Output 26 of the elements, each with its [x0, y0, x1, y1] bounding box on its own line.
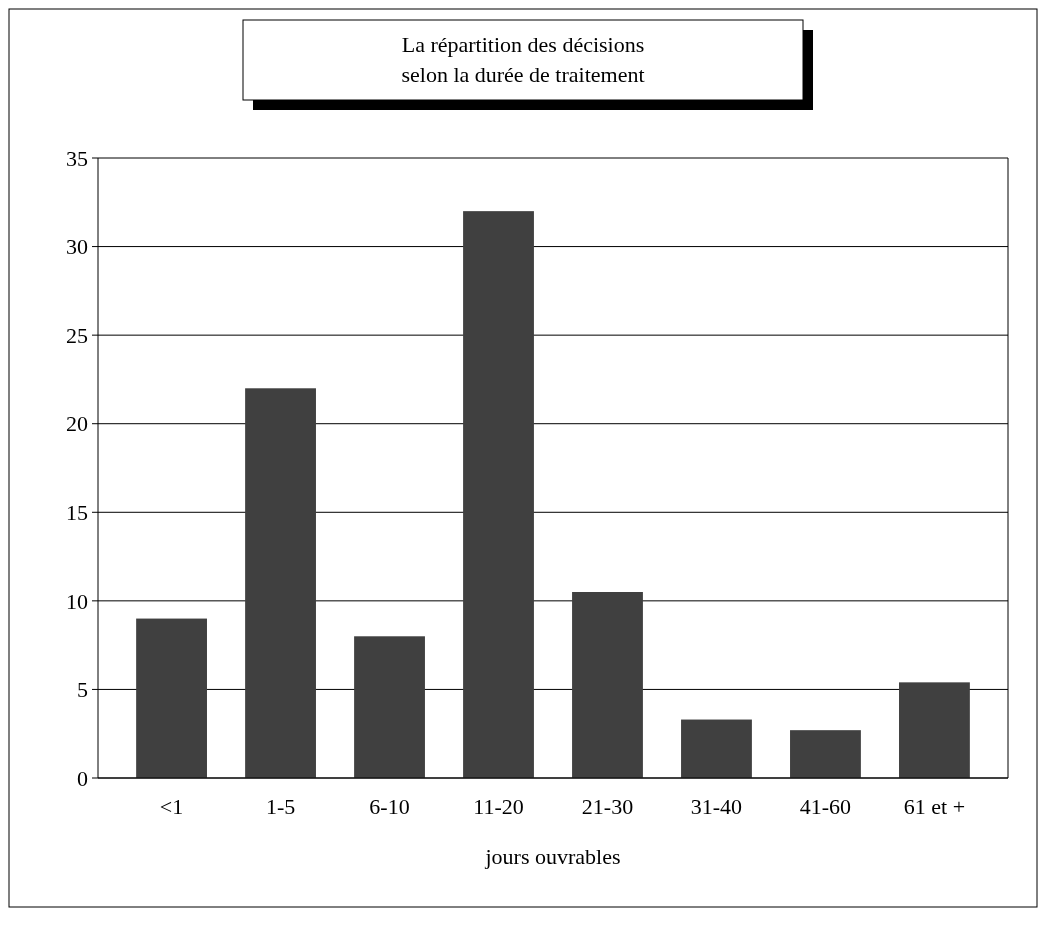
- y-tick-label: 15: [66, 499, 88, 525]
- y-tick-label: 35: [66, 145, 88, 171]
- x-axis-title: jours ouvrables: [484, 844, 621, 869]
- y-tick-label: 25: [66, 322, 88, 348]
- bar: [681, 719, 752, 778]
- x-tick-label: 1-5: [265, 794, 296, 819]
- bar: [790, 730, 861, 778]
- x-tick-label: <1: [159, 794, 184, 819]
- y-tick-label: 20: [66, 411, 88, 437]
- bar: [463, 211, 534, 778]
- bar: [354, 636, 425, 778]
- x-tick-label: 6-10: [369, 794, 410, 819]
- bar: [136, 618, 207, 778]
- x-tick-label: 21-30: [581, 794, 634, 819]
- y-tick-label: 10: [66, 588, 88, 614]
- y-tick-label: 30: [66, 234, 88, 260]
- chart-title: La répartition des décisions selon la durée de traitement: [401, 32, 645, 87]
- bar: [899, 682, 970, 778]
- x-tick-label: 61 et +: [903, 794, 966, 819]
- bar: [245, 388, 316, 778]
- x-tick-label: 41-60: [799, 794, 852, 819]
- y-tick-label: 5: [77, 677, 88, 703]
- x-tick-label: 11-20: [473, 794, 524, 819]
- y-tick-label: 0: [77, 765, 88, 791]
- bar: [572, 592, 643, 778]
- x-tick-label: 31-40: [690, 794, 743, 819]
